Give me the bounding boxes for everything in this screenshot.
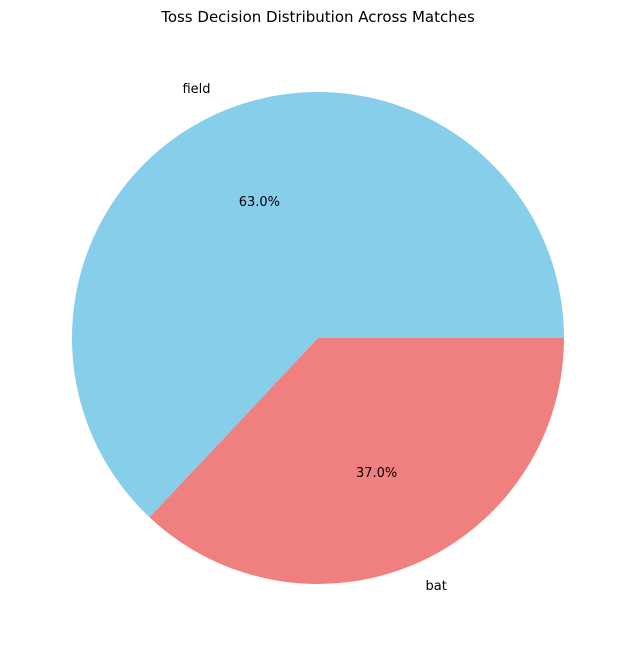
pie-slice-bat (149, 338, 564, 585)
slice-label-field: field (182, 82, 210, 97)
pie-slices (71, 92, 564, 585)
chart-title: Toss Decision Distribution Across Matche… (160, 8, 475, 26)
percent-label-field: 63.0% (239, 195, 280, 210)
pie-labels: field 63.0% bat 37.0% (182, 82, 446, 594)
slice-label-bat: bat (426, 579, 447, 594)
percent-label-bat: 37.0% (356, 466, 397, 481)
pie-slice-field (71, 92, 564, 518)
